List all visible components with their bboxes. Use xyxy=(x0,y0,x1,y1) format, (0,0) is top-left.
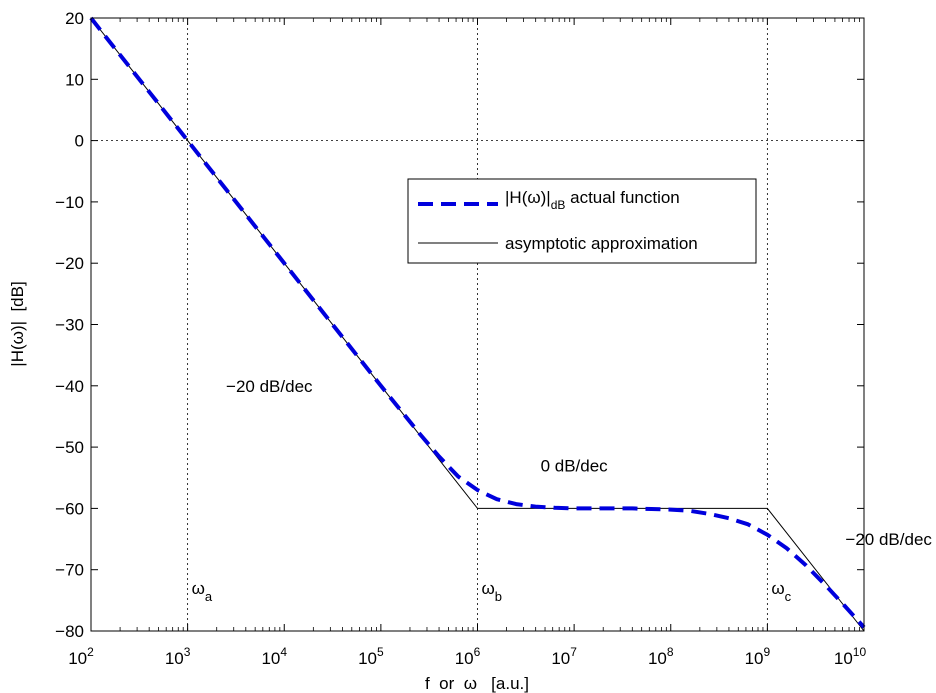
reference-lines xyxy=(91,18,864,631)
legend: |H(ω)|dB actual function asymptotic appr… xyxy=(407,178,757,264)
x-tick-label-exponent: 2 xyxy=(87,645,94,659)
x-tick-label: 103 xyxy=(165,645,191,668)
series-line-actual-function xyxy=(89,16,866,629)
x-tick-label-exponent: 10 xyxy=(853,645,867,659)
legend-label-actual-function: |H(ω)|dB actual function xyxy=(505,188,680,212)
x-tick-label-exponent: 9 xyxy=(763,645,770,659)
x-tick-label-exponent: 3 xyxy=(184,645,191,659)
x-tick-label: 1010 xyxy=(834,645,867,668)
y-tick-label: −20 xyxy=(55,254,84,273)
x-tick-labels: 102 103 104 105 106 107 108 109 1010 xyxy=(68,645,866,668)
y-tick-label: −70 xyxy=(55,561,84,580)
legend-box xyxy=(407,178,757,264)
y-tick-label: 10 xyxy=(65,70,84,89)
x-tick-label: 108 xyxy=(648,645,674,668)
omega-labels: ωa ωb ωc xyxy=(192,579,792,604)
x-tick-label: 105 xyxy=(358,645,384,668)
y-tick-label: 20 xyxy=(65,9,84,28)
omega-label: ωc xyxy=(771,579,791,604)
x-tick-label-base: 10 xyxy=(745,649,764,668)
y-tick-label: −40 xyxy=(55,377,84,396)
annotations: −20 dB/dec 0 dB/dec −20 dB/dec xyxy=(226,377,932,549)
omega-label: ωa xyxy=(192,579,213,604)
omega-label: ωb xyxy=(482,579,503,604)
omega-subscript: b xyxy=(495,589,502,604)
x-tick-label-base: 10 xyxy=(261,649,280,668)
legend-label-prefix: |H(ω)| xyxy=(505,188,551,207)
slope-annotation: −20 dB/dec xyxy=(845,530,932,549)
y-tick-label: 0 xyxy=(75,132,84,151)
x-tick-label: 107 xyxy=(551,645,577,668)
x-tick-label-exponent: 8 xyxy=(667,645,674,659)
omega-subscript: a xyxy=(205,589,213,604)
x-tick-label-base: 10 xyxy=(834,649,853,668)
x-tick-label-exponent: 7 xyxy=(570,645,577,659)
omega-symbol: ω xyxy=(192,579,205,598)
omega-symbol: ω xyxy=(771,579,784,598)
omega-subscript: c xyxy=(785,589,792,604)
x-tick-label: 106 xyxy=(455,645,481,668)
y-tick-labels: 20 10 0 −10 −20 −30 −40 −50 −60 −70 −80 xyxy=(55,9,84,641)
legend-label-suffix: actual function xyxy=(565,188,679,207)
y-tick-label: −10 xyxy=(55,193,84,212)
x-tick-label-exponent: 5 xyxy=(377,645,384,659)
x-tick-label: 102 xyxy=(68,645,94,668)
legend-label-asymptotic: asymptotic approximation xyxy=(505,234,698,253)
slope-annotation: 0 dB/dec xyxy=(541,457,609,476)
y-tick-label: −50 xyxy=(55,438,84,457)
y-tick-label: −80 xyxy=(55,622,84,641)
x-tick-label-base: 10 xyxy=(455,649,474,668)
x-tick-label-exponent: 6 xyxy=(474,645,481,659)
y-tick-label: −30 xyxy=(55,316,84,335)
x-axis-label: f or ω [a.u.] xyxy=(425,674,529,693)
x-tick-label-exponent: 4 xyxy=(280,645,287,659)
x-tick-label-base: 10 xyxy=(68,649,87,668)
x-tick-label: 104 xyxy=(261,645,287,668)
slope-annotation: −20 dB/dec xyxy=(226,377,313,396)
y-tick-label: −60 xyxy=(55,499,84,518)
x-tick-label-base: 10 xyxy=(648,649,667,668)
x-tick-label-base: 10 xyxy=(165,649,184,668)
x-tick-label-base: 10 xyxy=(358,649,377,668)
axis-ticks xyxy=(90,17,865,632)
curves xyxy=(89,16,866,632)
legend-label-subscript: dB xyxy=(551,198,566,212)
omega-symbol: ω xyxy=(482,579,495,598)
y-axis-label: |H(ω)| [dB] xyxy=(8,281,27,366)
x-tick-label: 109 xyxy=(745,645,771,668)
x-tick-label-base: 10 xyxy=(551,649,570,668)
